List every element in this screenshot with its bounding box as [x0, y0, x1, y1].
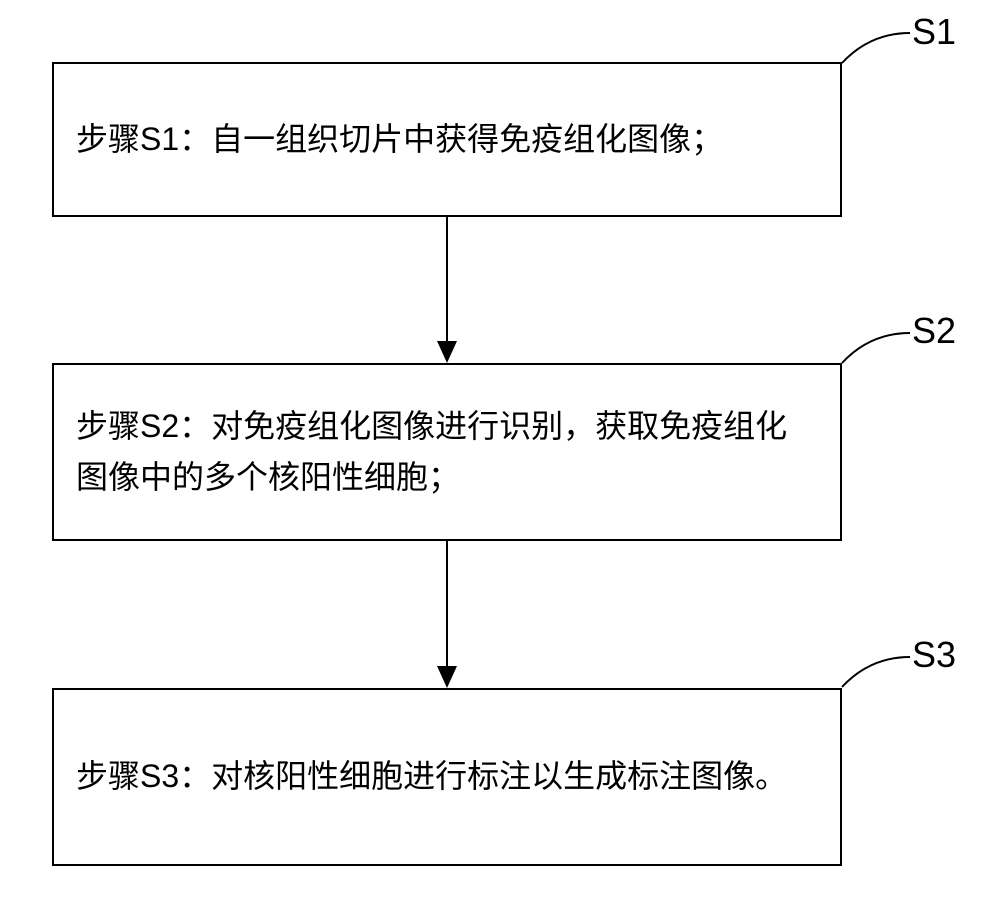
- arrow-s1-s2: [430, 217, 464, 365]
- step-text-s3: 步骤S3：对核阳性细胞进行标注以生成标注图像。: [76, 751, 787, 802]
- step-box-s1: 步骤S1：自一组织切片中获得免疫组化图像；: [52, 62, 842, 217]
- arrow-s2-s3: [430, 541, 464, 690]
- step-text-s2: 步骤S2：对免疫组化图像进行识别，获取免疫组化图像中的多个核阳性细胞；: [76, 401, 818, 503]
- connector-curve-s1: [830, 25, 920, 75]
- connector-curve-s3: [830, 649, 920, 699]
- step-box-s2: 步骤S2：对免疫组化图像进行识别，获取免疫组化图像中的多个核阳性细胞；: [52, 363, 842, 541]
- flowchart-container: 步骤S1：自一组织切片中获得免疫组化图像； 步骤S2：对免疫组化图像进行识别，获…: [0, 0, 1000, 897]
- connector-curve-s2: [830, 325, 920, 375]
- step-box-s3: 步骤S3：对核阳性细胞进行标注以生成标注图像。: [52, 688, 842, 866]
- step-text-s1: 步骤S1：自一组织切片中获得免疫组化图像；: [76, 114, 723, 165]
